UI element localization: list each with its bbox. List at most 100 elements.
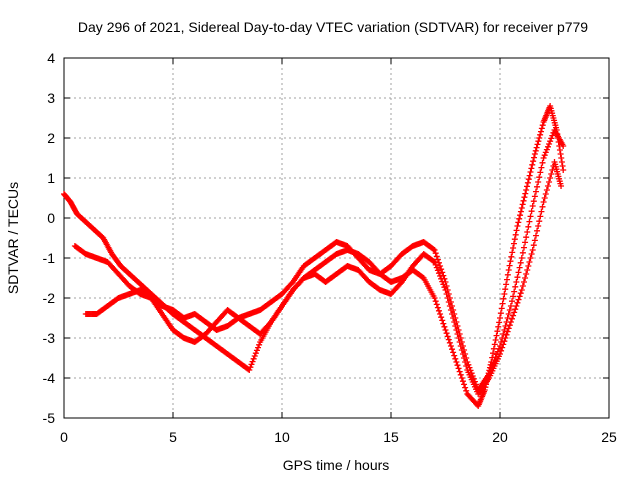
data-point [538,208,545,215]
data-point [439,269,446,276]
data-point [438,314,445,321]
data-point [437,273,444,279]
data-point [513,227,520,234]
data-point [517,290,524,297]
data-point [532,147,539,154]
data-point [431,259,438,265]
data-point [525,223,532,230]
data-point [507,303,514,309]
data-point [438,266,445,273]
data-point [507,319,514,325]
data-point [450,315,457,321]
data-point [508,253,515,260]
y-tick-label: 3 [47,90,55,106]
data-point [497,310,504,317]
data-point [451,352,458,359]
data-point [532,188,539,195]
data-point [517,212,524,219]
data-point [558,183,565,189]
data-point [528,165,535,172]
data-point [431,247,438,253]
data-point [532,232,539,239]
data-point [447,307,454,313]
data-point [546,179,553,185]
y-tick-label: -2 [43,290,56,306]
data-point [445,299,452,305]
data-point [458,375,465,381]
data-point [537,169,544,176]
data-point [439,317,446,324]
data-point [440,320,447,327]
data-point [504,271,511,278]
data-point [463,387,470,394]
data-point [459,351,466,357]
data-point [529,161,536,168]
data-point [446,303,453,309]
data-point [526,259,533,265]
data-point [560,167,567,173]
data-point [519,283,526,289]
data-point [493,332,500,339]
data-point [517,208,524,215]
data-point [535,179,542,185]
data-point [548,135,555,142]
y-tick-label: 1 [47,170,55,186]
data-point [523,234,530,241]
data-point [456,368,463,375]
data-point [524,179,531,186]
data-point [442,327,449,333]
data-point [444,333,451,340]
data-point [508,298,515,305]
data-point [525,176,532,183]
data-point [511,288,518,295]
data-point [535,223,542,229]
data-point [528,208,535,215]
y-axis-ticks: -5 -4 -3 -2 -1 0 1 2 3 4 [43,50,609,426]
data-point [557,151,564,157]
data-point [522,275,529,281]
data-point [450,349,457,356]
y-axis-label: SDTVAR / TECUs [5,182,21,294]
data-point [530,242,537,249]
data-point [558,159,565,165]
data-point [497,351,503,357]
data-point [503,281,510,288]
data-point [491,341,498,348]
data-point [462,384,469,391]
data-point [504,315,511,321]
data-point [506,307,513,313]
data-point [505,311,512,317]
data-point [541,195,548,201]
data-point [449,311,456,317]
data-point [523,271,530,277]
data-point [463,363,470,369]
data-point [447,343,454,349]
data-point [498,347,505,354]
data-point [451,319,458,325]
data-point [519,249,526,256]
data-point [527,255,534,261]
data-point [434,256,441,263]
data-point [498,305,505,312]
data-point [544,143,551,150]
data-point [497,315,503,321]
data-point [537,131,544,138]
data-point [456,339,463,345]
data-point [490,345,497,352]
data-point [535,138,542,145]
data-point [256,341,263,348]
data-point [437,311,444,317]
data-point [457,343,464,349]
data-point [441,323,448,330]
y-tick-label: -1 [43,250,56,266]
data-point [510,245,517,251]
data-point [247,364,254,371]
data-point [515,219,522,226]
data-point [517,259,524,266]
data-point [536,218,543,225]
data-point [461,355,468,361]
data-point [453,327,460,333]
chart-title: Day 296 of 2021, Sidereal Day-to-day VTE… [78,19,588,35]
data-point [523,187,530,193]
data-point [440,281,447,288]
